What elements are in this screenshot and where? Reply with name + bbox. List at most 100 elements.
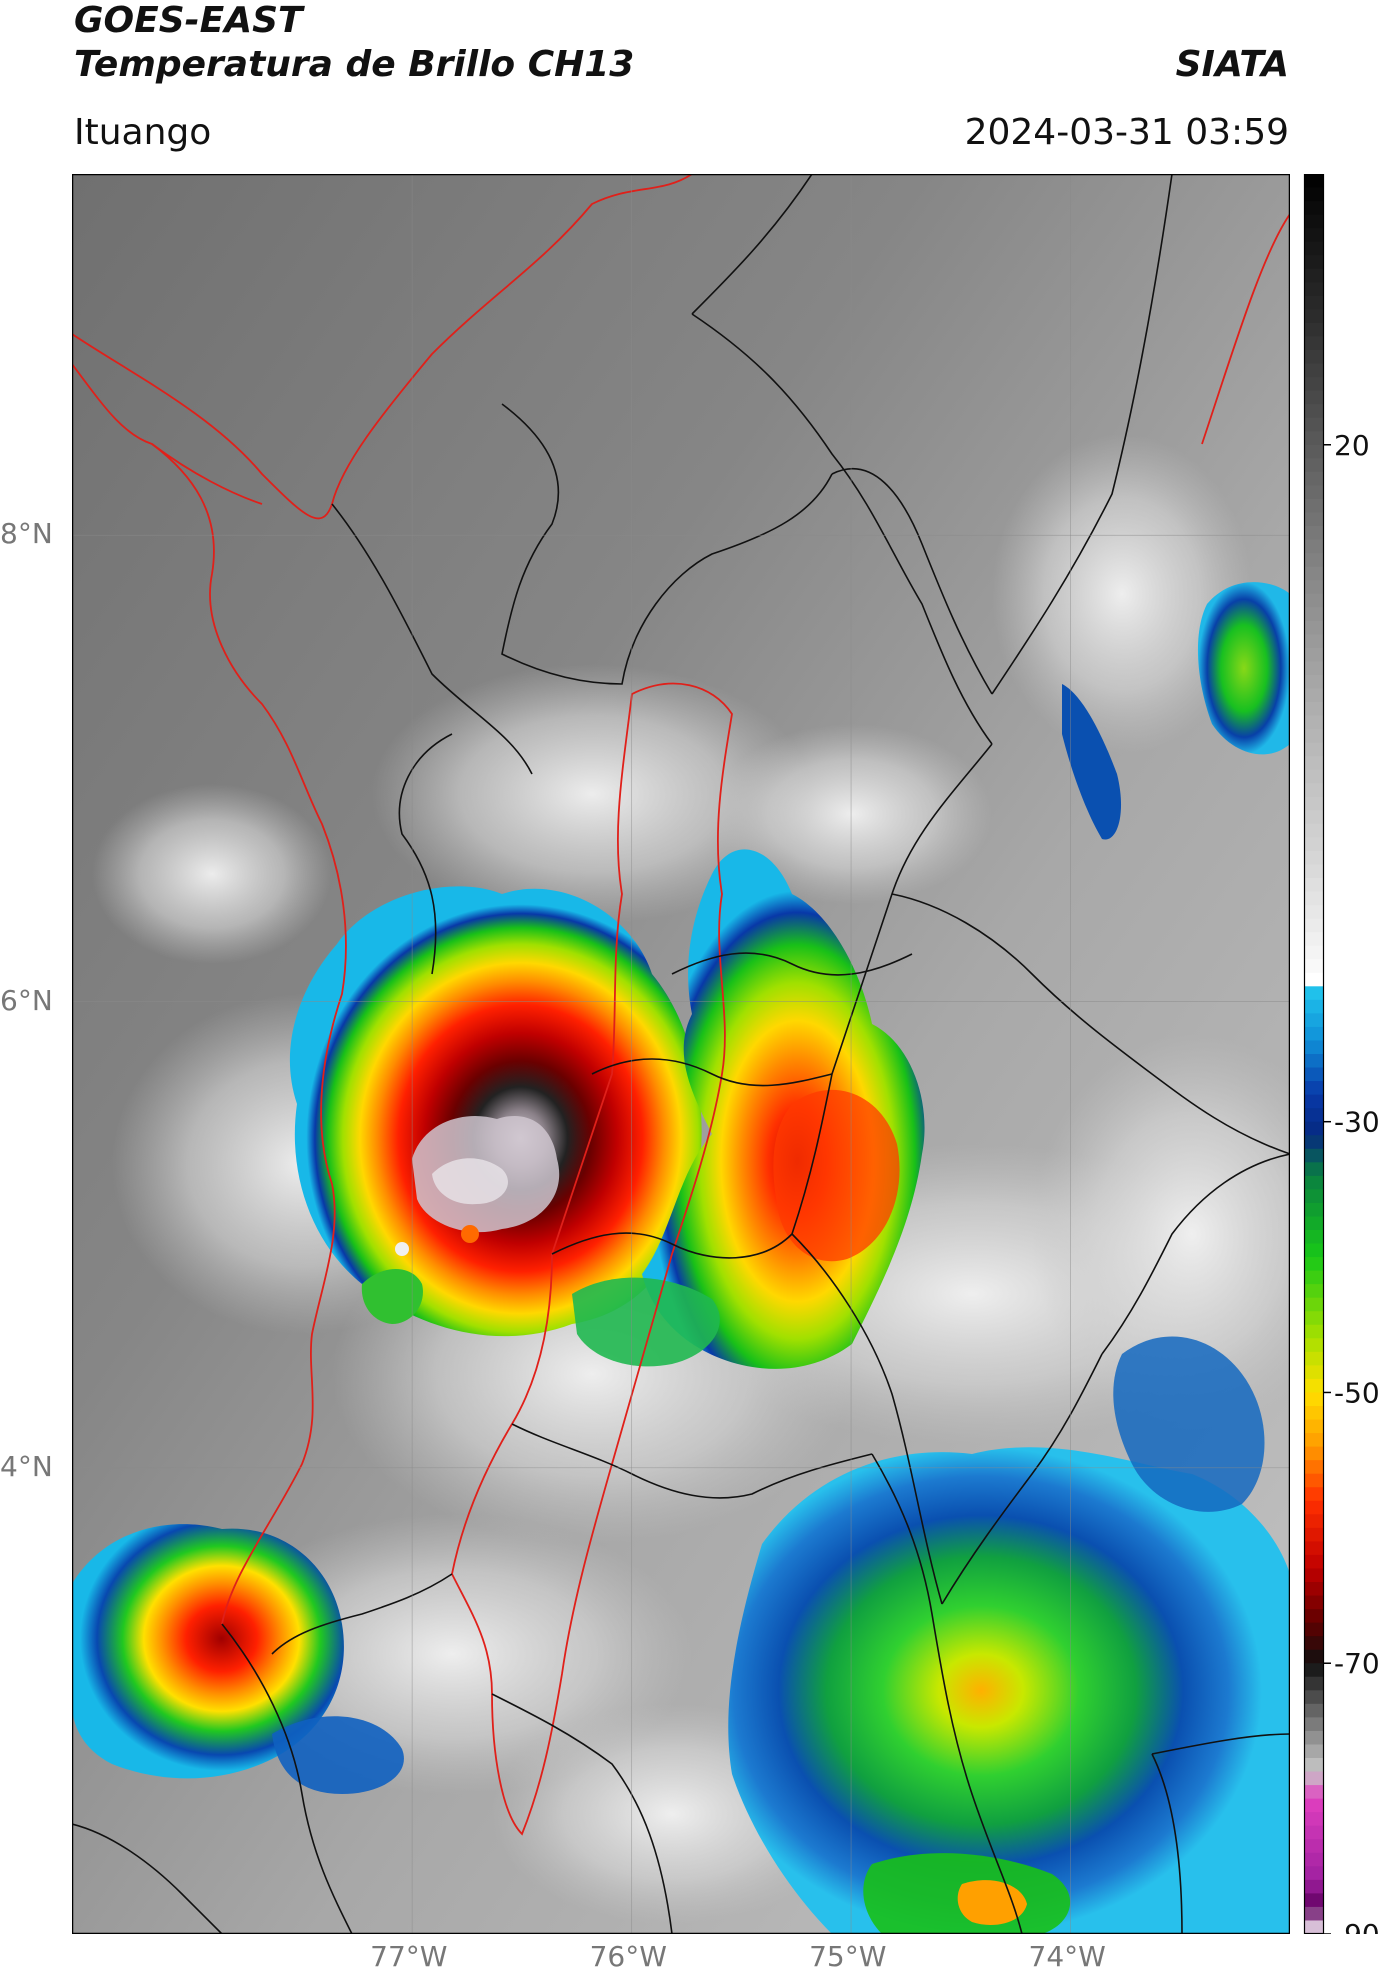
colorbar: 20 -30 -50 -70 -90	[1303, 174, 1380, 1934]
colorbar-segment	[1305, 1812, 1323, 1827]
colorbar-frame	[1303, 174, 1325, 1934]
colorbar-segment	[1305, 322, 1323, 338]
colorbar-segment	[1305, 1893, 1323, 1908]
colorbar-segment	[1305, 1284, 1323, 1299]
colorbar-segment	[1305, 1744, 1323, 1759]
colorbar-segment	[1305, 593, 1323, 608]
basin-outline	[451, 682, 733, 1836]
colorbar-segment	[1305, 1852, 1323, 1867]
colorbar-segment	[1305, 566, 1323, 581]
colorbar-ticks: 20 -30 -50 -70 -90	[1323, 429, 1380, 1934]
storm-southeast	[728, 1336, 1290, 1934]
colorbar-segment	[1305, 1554, 1323, 1570]
colorbar-segment	[1305, 1040, 1323, 1055]
colorbar-segment	[1305, 1636, 1323, 1651]
colorbar-segment	[1305, 1338, 1323, 1353]
colorbar-segment	[1305, 1460, 1323, 1475]
colorbar-segment	[1305, 174, 1323, 189]
lat-tick-label: 4°N	[0, 1449, 53, 1483]
colorbar-segment	[1305, 715, 1323, 730]
map-frame	[72, 174, 1290, 1934]
colorbar-segment	[1305, 932, 1323, 947]
colorbar-segment	[1305, 607, 1323, 622]
satellite-map	[72, 174, 1290, 1934]
colorbar-segment	[1305, 390, 1323, 405]
lon-tick-label: 75°W	[809, 1940, 887, 1973]
colorbar-segment	[1305, 282, 1323, 297]
colorbar-segment	[1305, 228, 1323, 243]
colorbar-segment	[1305, 1514, 1323, 1529]
colorbar-segment	[1305, 1297, 1323, 1312]
colorbar-segment	[1305, 1392, 1323, 1407]
colorbar-segment	[1305, 458, 1323, 473]
lon-tick-label: 74°W	[1028, 1940, 1106, 1973]
colorbar-segment	[1305, 1175, 1323, 1190]
colorbar-segment	[1305, 444, 1323, 459]
colorbar-segment	[1305, 688, 1323, 703]
colorbar-segment	[1305, 891, 1323, 906]
gridlines	[72, 174, 1290, 1934]
lon-tick-label: 77°W	[370, 1940, 448, 1973]
colorbar-segment	[1305, 214, 1323, 229]
lat-tick-label: 6°N	[0, 983, 53, 1017]
colorbar-segment	[1305, 431, 1323, 446]
colorbar-segment	[1305, 1798, 1323, 1813]
storm-mid-band	[361, 1225, 720, 1367]
colorbar-segment	[1305, 1717, 1323, 1732]
colorbar-segment	[1305, 309, 1323, 324]
colorbar-segment	[1305, 1216, 1323, 1231]
colorbar-segment	[1305, 986, 1323, 1001]
location-label: Ituango	[74, 112, 212, 153]
colorbar-segment	[1305, 1541, 1323, 1556]
colorbar-segment	[1305, 1825, 1323, 1840]
colorbar-tick-label: -90	[1334, 1918, 1380, 1934]
colorbar-tick-label: 20	[1334, 429, 1370, 462]
colorbar-segment	[1305, 1771, 1323, 1786]
colorbar-segment	[1305, 1758, 1323, 1773]
colorbar-segment	[1305, 1663, 1323, 1678]
colorbar-segment	[1305, 1866, 1323, 1881]
colorbar-segment	[1305, 377, 1323, 392]
colorbar-segment	[1305, 1703, 1323, 1718]
colorbar-segment	[1305, 1433, 1323, 1448]
colorbar-segment	[1305, 810, 1323, 825]
colorbar-segment	[1305, 1351, 1323, 1366]
product-title: Temperatura de Brillo CH13	[74, 44, 635, 85]
colorbar-segment	[1305, 1026, 1323, 1042]
colorbar-segment	[1305, 1108, 1323, 1123]
colorbar-segment	[1305, 864, 1323, 879]
satellite-title: GOES-EAST	[74, 0, 303, 41]
colorbar-segment	[1305, 201, 1323, 216]
colorbar-segment	[1305, 1527, 1323, 1542]
department-borders	[72, 174, 1290, 1934]
storm-west	[289, 886, 702, 1337]
colorbar-segment	[1305, 1148, 1323, 1163]
colorbar-segment	[1305, 1270, 1323, 1285]
colorbar-segment	[1305, 1785, 1323, 1800]
colorbar-segment	[1305, 756, 1323, 771]
colorbar-segment	[1305, 512, 1323, 527]
colorbar-segment	[1305, 1622, 1323, 1637]
colorbar-segment	[1305, 1067, 1323, 1082]
colorbar-segment	[1305, 769, 1323, 784]
colorbar-segment	[1305, 1649, 1323, 1664]
colorbar-segment	[1305, 417, 1323, 432]
datetime-label: 2024-03-31 03:59	[964, 112, 1289, 153]
colorbar-segment	[1305, 1906, 1323, 1922]
colorbar-segment	[1305, 1473, 1323, 1488]
colorbar-segment	[1305, 999, 1323, 1014]
colorbar-segment	[1305, 1162, 1323, 1177]
colorbar-segment	[1305, 905, 1323, 920]
colorbar-segment	[1305, 702, 1323, 717]
colorbar-segment	[1305, 1582, 1323, 1597]
colorbar-segment	[1305, 553, 1323, 568]
colorbar-segment	[1305, 918, 1323, 933]
colorbar-segment	[1305, 1324, 1323, 1339]
colorbar-segment	[1305, 1378, 1323, 1394]
colorbar-segment	[1305, 363, 1323, 378]
colorbar-segment	[1305, 634, 1323, 649]
colorbar-strip	[1305, 174, 1323, 1934]
colorbar-segment	[1305, 674, 1323, 690]
colorbar-segment	[1305, 647, 1323, 662]
colorbar-segment	[1305, 1202, 1323, 1218]
